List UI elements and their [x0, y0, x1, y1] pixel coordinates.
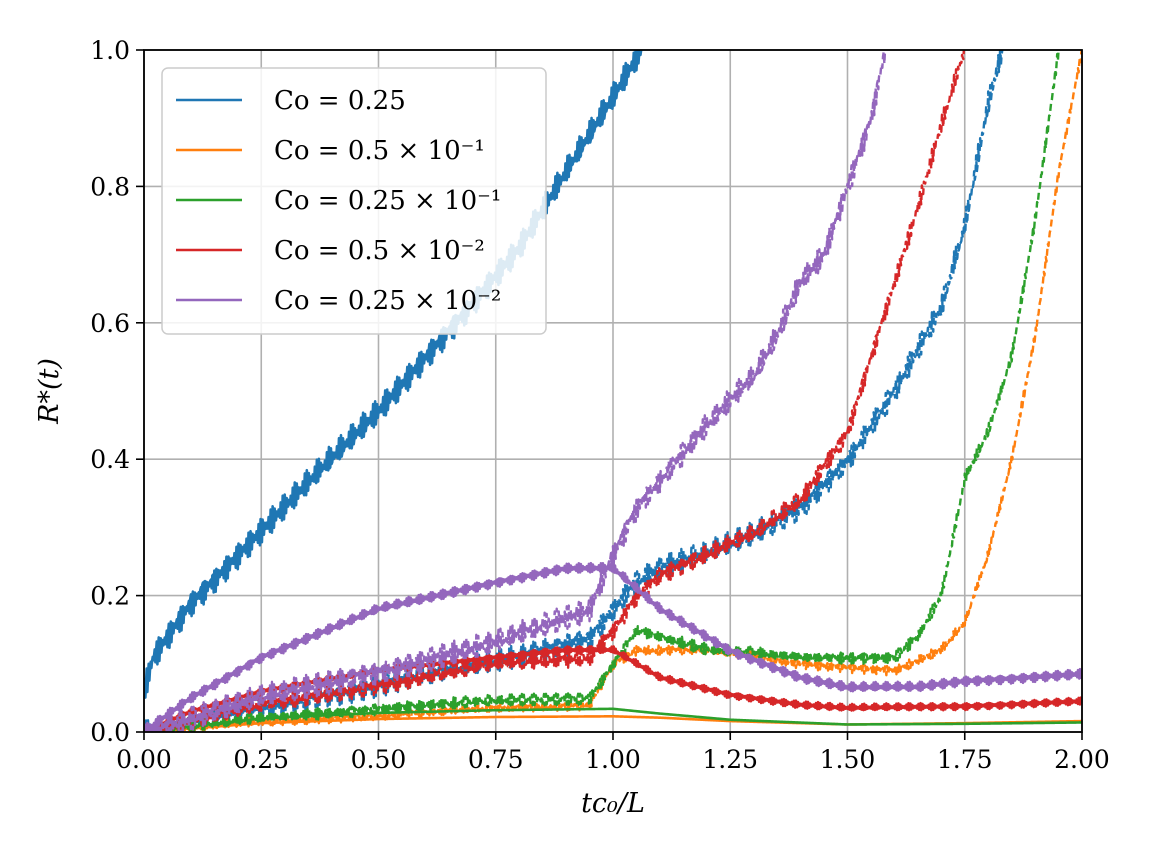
x-tick-label: 2.00	[1054, 745, 1110, 774]
y-axis-label: R*(t)	[34, 358, 65, 425]
grid	[143, 49, 1083, 733]
series-layer	[144, 50, 1082, 732]
legend: Co = 0.25 Co = 0.5 × 10⁻¹ Co = 0.25 × 10⁻¹…	[161, 67, 547, 335]
x-tick-label: 0.25	[233, 745, 289, 774]
x-tick-label: 0.00	[116, 745, 172, 774]
series-line-6-solid	[144, 644, 1082, 732]
y-tick-label: 0.8	[90, 172, 130, 201]
series-line-5-dashed	[144, 50, 1060, 732]
y-tick-label: 0.2	[90, 582, 130, 611]
x-tick-label: 1.75	[937, 745, 993, 774]
legend-label: Co = 0.25	[274, 86, 406, 116]
x-tick-label: 1.50	[820, 745, 876, 774]
y-axis: 0.0 0.2 0.4 0.6 0.8 1.0	[90, 36, 144, 747]
y-tick-label: 0.6	[90, 309, 130, 338]
legend-box	[161, 67, 547, 335]
x-axis: 0.00 0.25 0.50 0.75 1.00 1.25 1.50 1.75 2.00	[116, 732, 1110, 774]
x-tick-label: 1.00	[585, 745, 641, 774]
x-tick-label: 0.75	[468, 745, 524, 774]
series-line-3-dashed	[144, 50, 1082, 732]
y-tick-label: 0.0	[90, 718, 130, 747]
y-tick-label: 0.4	[90, 445, 130, 474]
x-tick-label: 1.25	[702, 745, 758, 774]
series-line-1-dashed	[144, 50, 1004, 732]
legend-label: Co = 0.5 × 10⁻²	[274, 236, 485, 266]
x-tick-label: 0.50	[351, 745, 407, 774]
series-line-9-dashed	[144, 50, 887, 732]
legend-label: Co = 0.5 × 10⁻¹	[274, 136, 485, 166]
series-line-0-solid	[144, 50, 643, 699]
legend-label: Co = 0.25 × 10⁻²	[274, 286, 501, 316]
y-tick-label: 1.0	[90, 36, 130, 65]
x-axis-label: tc₀/L	[581, 788, 645, 819]
legend-label: Co = 0.25 × 10⁻¹	[274, 186, 501, 216]
